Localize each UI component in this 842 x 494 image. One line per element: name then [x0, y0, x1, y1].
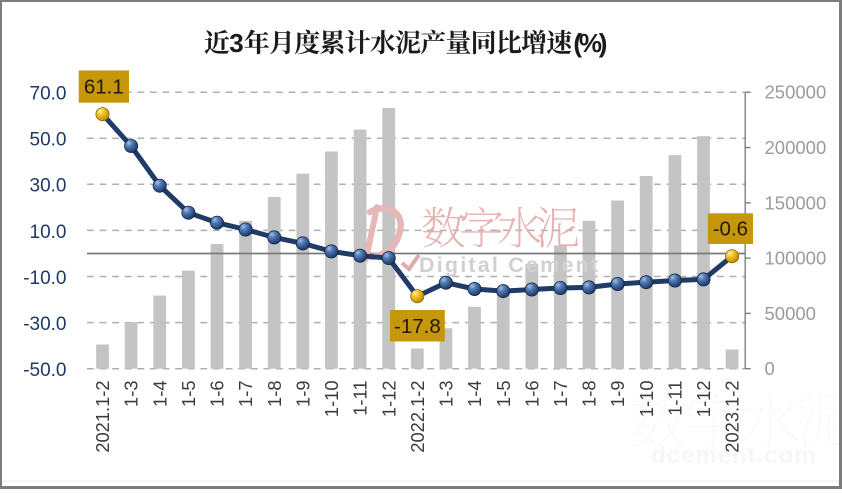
- svg-text:100000: 100000: [765, 248, 827, 269]
- svg-text:1-9: 1-9: [292, 381, 313, 407]
- svg-text:1-5: 1-5: [178, 381, 199, 407]
- svg-text:-10.0: -10.0: [23, 268, 66, 289]
- svg-text:-0.6: -0.6: [713, 218, 748, 241]
- svg-text:61.1: 61.1: [84, 76, 124, 99]
- svg-text:2021.1-2: 2021.1-2: [92, 381, 113, 453]
- svg-text:(%): (%): [573, 28, 607, 58]
- svg-text:-30.0: -30.0: [23, 314, 66, 335]
- svg-text:1-3: 1-3: [436, 381, 457, 407]
- svg-text:3: 3: [229, 28, 243, 58]
- svg-text:1-11: 1-11: [665, 381, 686, 416]
- svg-text:1-12: 1-12: [693, 381, 714, 418]
- svg-text:1-10: 1-10: [636, 381, 657, 418]
- svg-text:1-4: 1-4: [464, 381, 485, 407]
- svg-text:1-7: 1-7: [235, 381, 256, 407]
- svg-text:2022.1-2: 2022.1-2: [407, 381, 428, 453]
- svg-text:1-12: 1-12: [378, 381, 399, 418]
- svg-text:50.0: 50.0: [30, 130, 67, 151]
- svg-text:1-11: 1-11: [350, 381, 371, 416]
- svg-text:-17.8: -17.8: [394, 315, 441, 338]
- svg-text:Digital Cement: Digital Cement: [419, 253, 600, 277]
- svg-text:10.0: 10.0: [30, 222, 67, 243]
- svg-text:150000: 150000: [765, 192, 827, 213]
- svg-text:1-6: 1-6: [521, 381, 542, 407]
- svg-text:250000: 250000: [765, 82, 827, 103]
- svg-text:0: 0: [765, 358, 775, 379]
- svg-text:-50.0: -50.0: [23, 360, 66, 381]
- svg-text:1-10: 1-10: [321, 381, 342, 418]
- svg-text:200000: 200000: [765, 137, 827, 158]
- svg-text:1-3: 1-3: [121, 381, 142, 407]
- svg-text:1-8: 1-8: [264, 381, 285, 407]
- svg-text:1-7: 1-7: [550, 381, 571, 407]
- svg-text:2023.1-2: 2023.1-2: [722, 381, 743, 453]
- svg-text:1-5: 1-5: [493, 381, 514, 407]
- svg-text:1-8: 1-8: [579, 381, 600, 407]
- svg-text:1-9: 1-9: [607, 381, 628, 407]
- svg-text:50000: 50000: [765, 303, 816, 324]
- svg-text:1-6: 1-6: [207, 381, 228, 407]
- svg-text:30.0: 30.0: [30, 176, 67, 197]
- svg-text:70.0: 70.0: [30, 84, 67, 105]
- svg-text:1-4: 1-4: [149, 381, 170, 407]
